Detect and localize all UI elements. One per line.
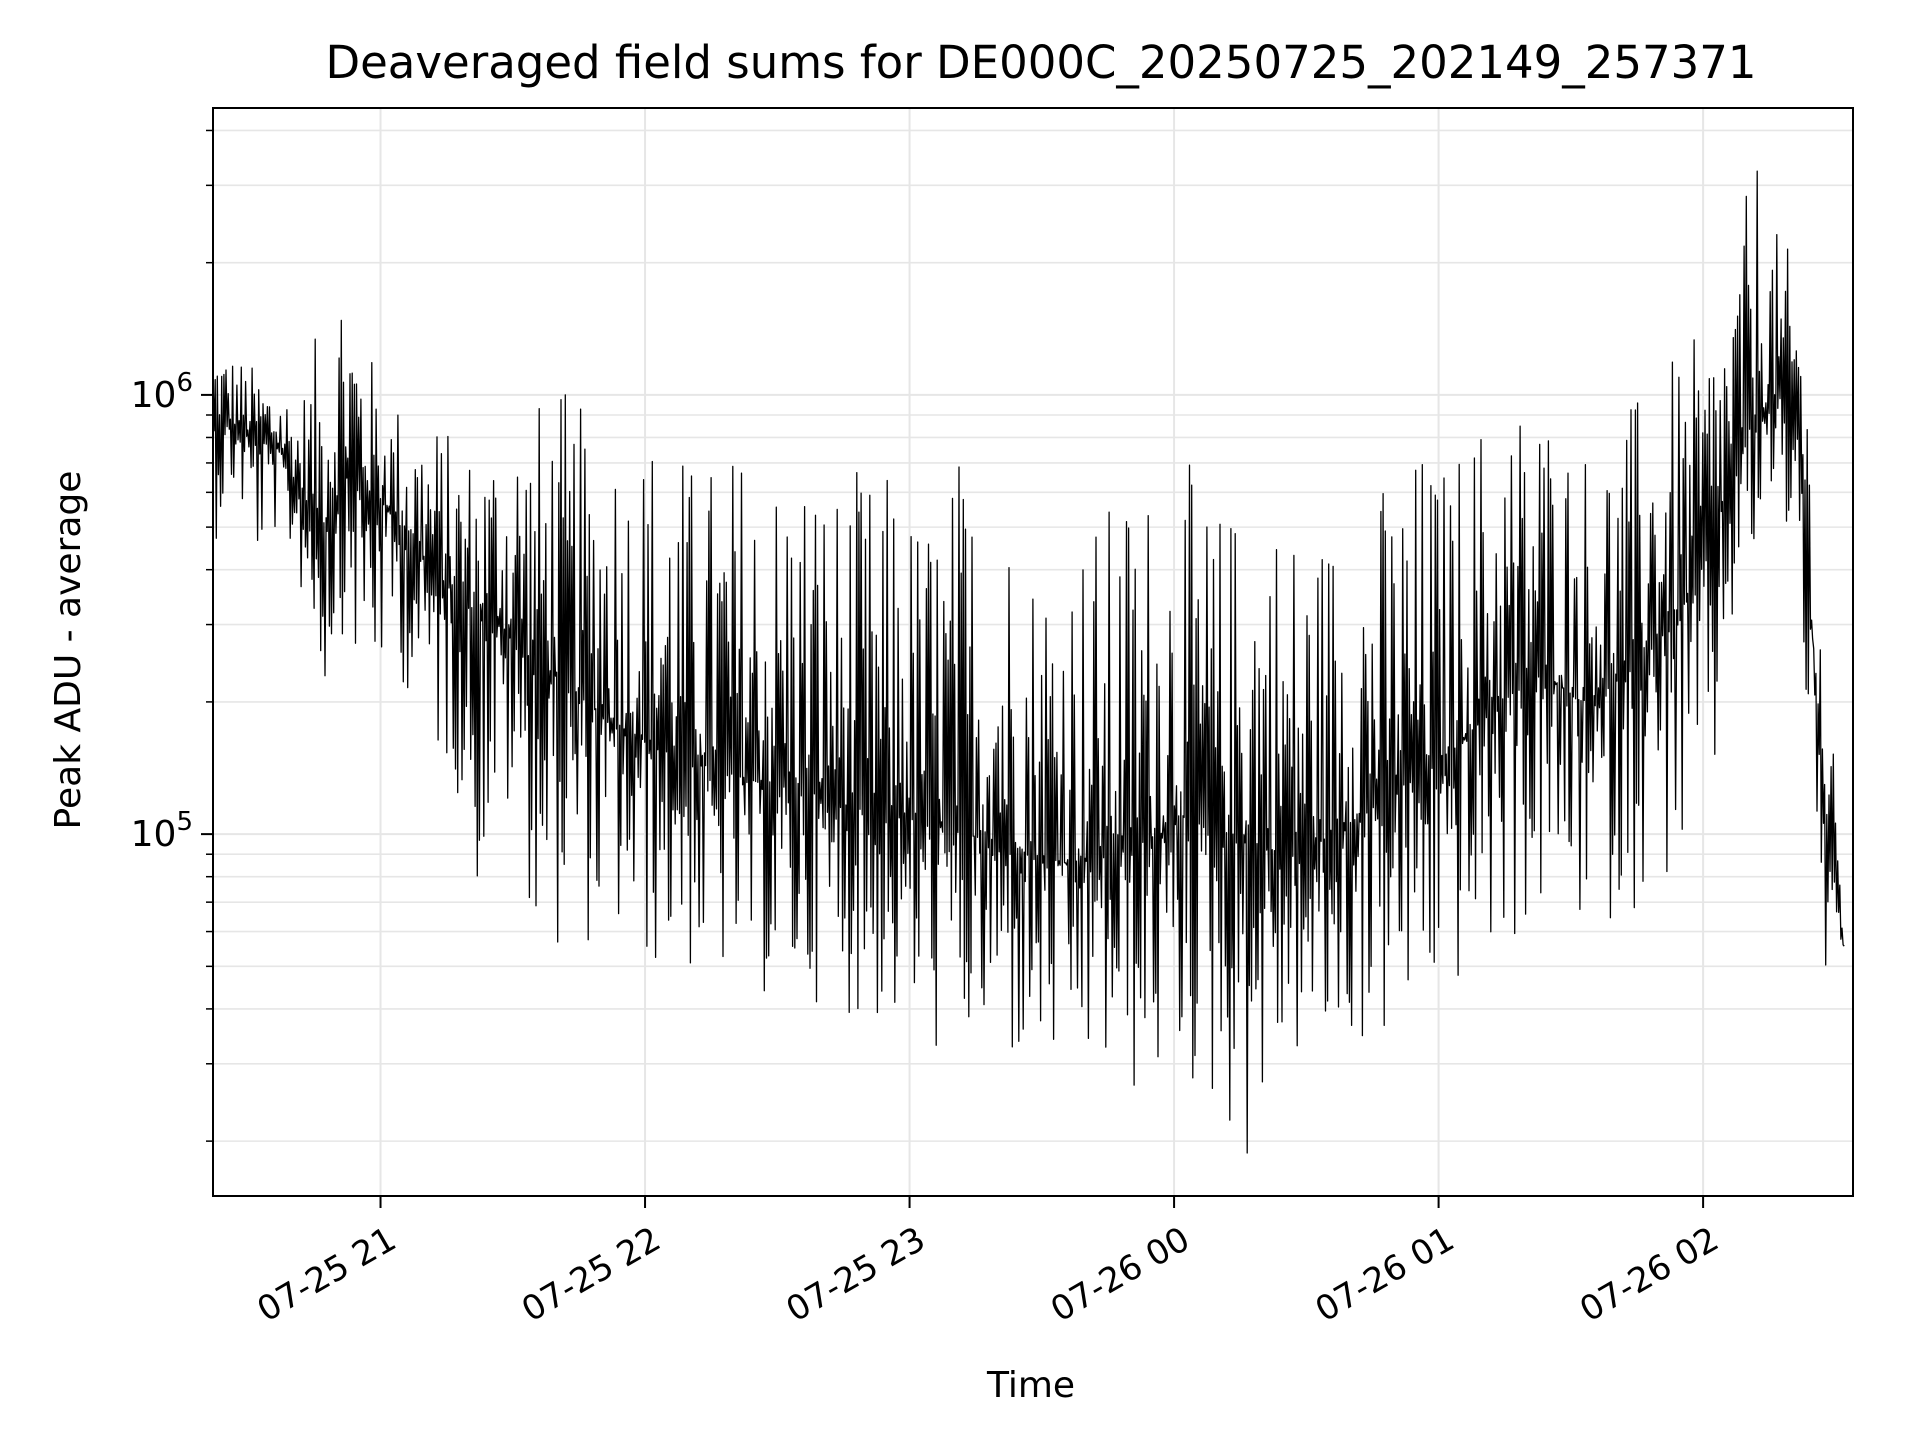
chart-title: Deaveraged field sums for DE000C_2025072… bbox=[325, 36, 1756, 89]
x-axis-label: Time bbox=[986, 1365, 1075, 1406]
series-line bbox=[212, 170, 1845, 1154]
y-axis-label: Peak ADU - average bbox=[48, 471, 89, 830]
y-tick-label: 106 bbox=[131, 368, 193, 416]
plot-frame bbox=[212, 107, 1854, 1197]
y-ticks: 105 106 bbox=[131, 129, 213, 1142]
y-tick-label: 105 bbox=[131, 807, 193, 855]
series-layer bbox=[212, 170, 1845, 1154]
